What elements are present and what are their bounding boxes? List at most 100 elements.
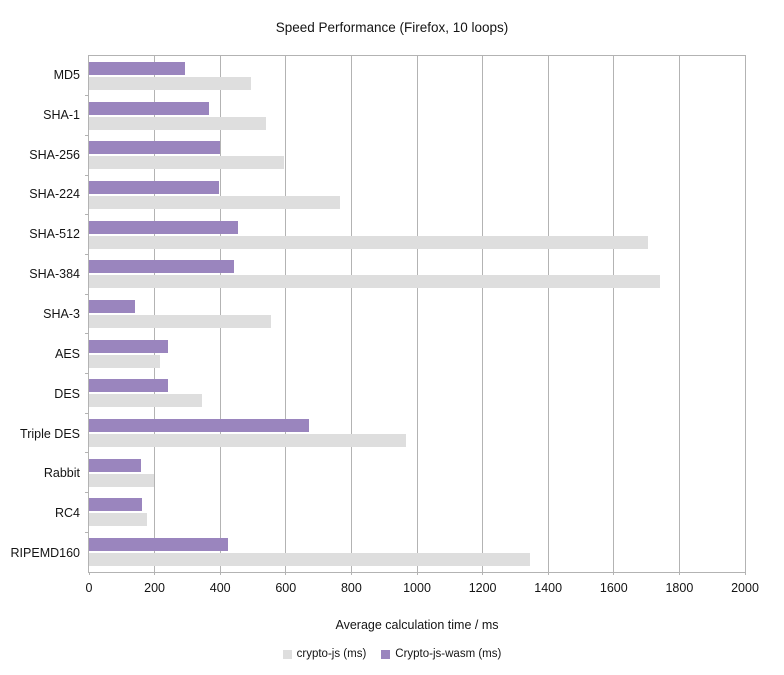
bar-group-SHA-512 [89,215,745,255]
bar-crypto-js-SHA-1 [89,116,267,130]
gridline-x-1400 [547,56,549,572]
bar-group-MD5 [89,56,745,96]
category-label-Rabbit: Rabbit [43,466,80,481]
category-label-SHA-224: SHA-224 [29,187,80,202]
category-label-MD5: MD5 [53,67,80,82]
bar-crypto-js-wasm-SHA-384 [89,260,235,274]
axis-tick-mark [547,572,549,575]
bar-crypto-js-wasm-SHA-1 [89,101,210,115]
category-tick-mark [85,452,89,454]
legend-swatch-icon [381,649,391,659]
category-label-SHA-512: SHA-512 [29,227,80,242]
category-tick-mark [85,95,89,97]
axis-tick-mark [416,572,418,575]
legend-swatch-icon [282,649,292,659]
category-tick-mark [85,253,89,255]
gridline-x-1600 [613,56,615,572]
gridline-x-1200 [482,56,484,572]
bar-group-SHA-384 [89,254,745,294]
axis-tick-mark [154,572,156,575]
bar-group-Rabbit [89,453,745,493]
bar-group-AES [89,334,745,374]
bar-group-SHA-224 [89,175,745,215]
bar-crypto-js-wasm-SHA-224 [89,180,219,194]
bar-crypto-js-RIPEMD160 [89,553,530,567]
plot-area [85,55,746,575]
gridline-x-600 [285,56,287,572]
bar-crypto-js-wasm-SHA-3 [89,299,135,313]
bar-crypto-js-wasm-SHA-256 [89,141,220,155]
bar-crypto-js-SHA-224 [89,195,340,209]
category-tick-mark [85,293,89,295]
bar-group-RC4 [89,493,745,533]
bar-crypto-js-SHA-3 [89,314,272,328]
axis-tick-mark [219,572,221,575]
bar-crypto-js-wasm-MD5 [89,61,186,75]
legend-item-crypto-js-wasm: Crypto-js-wasm (ms) [381,648,501,660]
category-label-SHA-256: SHA-256 [29,147,80,162]
gridline-x-200 [154,56,156,572]
category-tick-mark [85,174,89,176]
bar-crypto-js-MD5 [89,76,252,90]
bar-crypto-js-wasm-SHA-512 [89,220,238,234]
category-label-AES: AES [54,346,80,361]
bar-crypto-js-Triple DES [89,434,407,448]
bar-crypto-js-wasm-AES [89,339,169,353]
bar-crypto-js-wasm-Rabbit [89,458,141,472]
x-tick-label-800: 800 [340,581,362,595]
category-label-DES: DES [54,386,80,401]
bar-crypto-js-DES [89,394,203,408]
gridline-x-800 [350,56,352,572]
bar-group-Triple DES [89,413,745,453]
bar-crypto-js-wasm-DES [89,379,169,393]
x-tick-label-600: 600 [275,581,297,595]
x-tick-label-2000: 2000 [731,581,759,595]
axis-tick-mark [744,572,746,575]
bar-crypto-js-SHA-512 [89,235,648,249]
x-tick-label-1800: 1800 [665,581,694,595]
axis-tick-mark [88,572,90,575]
bar-crypto-js-Rabbit [89,473,154,487]
axis-tick-mark [678,572,680,575]
x-tick-label-1000: 1000 [403,581,431,595]
category-tick-mark [85,333,89,335]
category-label-RIPEMD160: RIPEMD160 [10,546,80,561]
bar-crypto-js-RC4 [89,513,148,527]
category-label-SHA-384: SHA-384 [29,267,80,282]
legend-label: Crypto-js-wasm (ms) [395,648,502,660]
bar-crypto-js-SHA-384 [89,275,660,289]
category-tick-mark [85,492,89,494]
legend: crypto-js (ms) Crypto-js-wasm (ms) [0,648,784,660]
gridline-x-400 [219,56,221,572]
x-tick-label-200: 200 [144,581,166,595]
x-tick-label-0: 0 [85,581,93,595]
x-axis-title: Average calculation time / ms [335,618,499,632]
category-label-RC4: RC4 [54,506,80,521]
category-tick-mark [85,412,89,414]
gridline-x-1000 [416,56,418,572]
category-tick-mark [85,214,89,216]
legend-label: crypto-js (ms) [296,648,367,660]
category-tick-mark [85,531,89,533]
chart-title: Speed Performance (Firefox, 10 loops) [275,20,509,35]
category-tick-mark [85,373,89,375]
x-tick-label-400: 400 [209,581,231,595]
bar-group-RIPEMD160 [89,532,745,572]
axis-tick-mark [613,572,615,575]
y-axis-category-labels: MD5 SHA-1 SHA-256 SHA-224 SHA-512 SHA-384 SHA-… [0,55,80,573]
category-label-Triple DES: Triple DES [20,426,80,441]
bar-group-DES [89,374,745,414]
x-tick-label-1200: 1200 [468,581,497,595]
x-tick-label-1600: 1600 [599,581,628,595]
gridline-x-1800 [678,56,680,572]
x-tick-label-1400: 1400 [534,581,563,595]
bar-rows [89,56,745,572]
bar-crypto-js-SHA-256 [89,156,285,170]
axis-tick-mark [285,572,287,575]
bar-group-SHA-256 [89,135,745,175]
axis-tick-mark [350,572,352,575]
bar-crypto-js-wasm-RC4 [89,498,143,512]
axis-tick-mark [482,572,484,575]
bar-crypto-js-wasm-RIPEMD160 [89,538,229,552]
category-tick-mark [85,134,89,136]
